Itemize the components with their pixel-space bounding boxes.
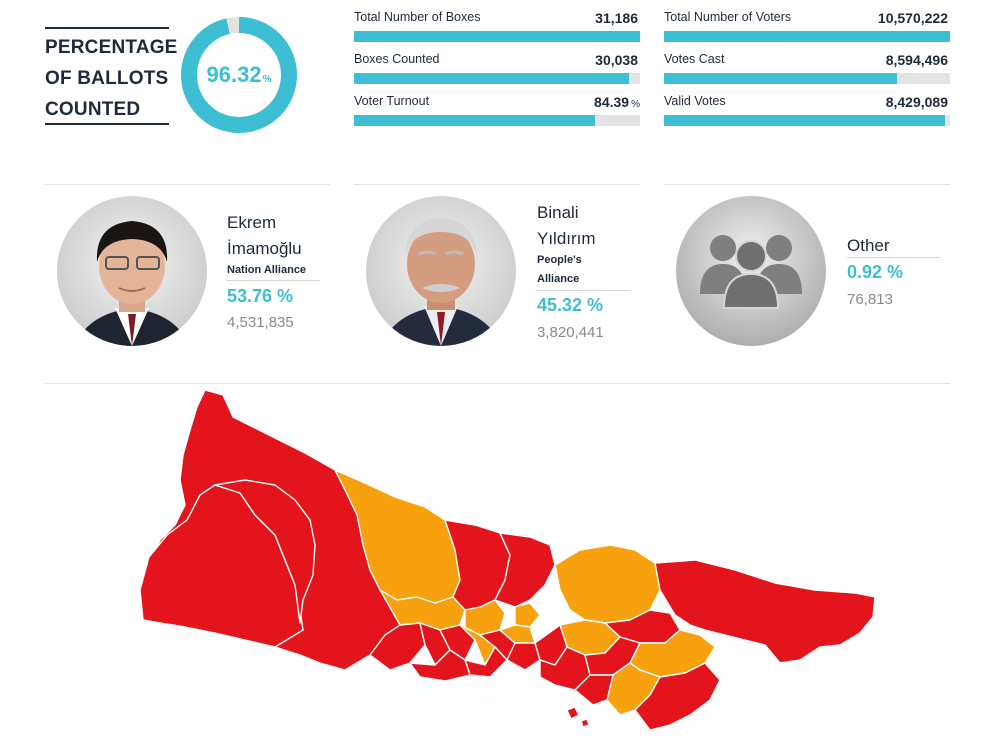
ballots-title-line: PERCENTAGE bbox=[45, 37, 178, 58]
stat-value: 10,570,222 bbox=[877, 10, 948, 26]
candidate-name: Ekrem bbox=[227, 213, 277, 232]
candidate-alliance: Nation Alliance bbox=[227, 264, 307, 276]
candidate-percent: 53.76 % bbox=[227, 286, 294, 306]
candidate-votes: 76,813 bbox=[847, 291, 893, 308]
candidate-percent: 45.32 % bbox=[537, 295, 604, 315]
candidate-name: İmamoğlu bbox=[227, 239, 302, 258]
stat-bar bbox=[354, 115, 640, 126]
istanbul-district-map bbox=[139, 389, 876, 731]
map-district bbox=[494, 532, 556, 608]
divider bbox=[664, 184, 950, 185]
map-district bbox=[654, 559, 876, 664]
candidate-divider bbox=[537, 290, 630, 291]
stat-label: Voter Turnout bbox=[354, 94, 430, 108]
map-district bbox=[554, 544, 661, 624]
stat-value: 84.39% bbox=[594, 94, 640, 110]
stat-bar-fill bbox=[664, 115, 945, 126]
candidate-name: Yıldırım bbox=[537, 229, 596, 248]
stat-bar-fill bbox=[354, 73, 630, 84]
stat-bar bbox=[354, 31, 640, 42]
binali-yildirim-portrait bbox=[366, 196, 516, 346]
stat-total-boxes: Total Number of Boxes 31,186 bbox=[354, 10, 640, 50]
stat-valid-votes: Valid Votes 8,429,089 bbox=[664, 94, 950, 134]
stat-bar-fill bbox=[354, 31, 640, 42]
candidate-divider bbox=[227, 280, 320, 281]
ballots-title-line: COUNTED bbox=[45, 99, 141, 120]
candidate-alliance: Alliance bbox=[537, 273, 580, 285]
divider bbox=[354, 184, 640, 185]
stat-bar bbox=[664, 115, 950, 126]
map-district bbox=[574, 674, 614, 706]
stat-value: 30,038 bbox=[595, 52, 638, 68]
ballots-title-line: OF BALLOTS bbox=[45, 68, 169, 89]
stat-bar bbox=[664, 31, 950, 42]
stat-bar-fill bbox=[664, 31, 950, 42]
map-district bbox=[409, 649, 471, 682]
ballots-counted-donut bbox=[181, 17, 297, 133]
stat-votes-cast: Votes Cast 8,594,496 bbox=[664, 52, 950, 92]
candidate-votes: 4,531,835 bbox=[227, 314, 294, 331]
map-island bbox=[566, 706, 580, 720]
map-island bbox=[580, 718, 590, 728]
divider bbox=[45, 184, 330, 185]
candidate-alliance: People's bbox=[537, 254, 582, 266]
candidate-divider bbox=[847, 257, 940, 258]
ekrem-imamoglu-portrait bbox=[57, 196, 207, 346]
ballots-counted-heading: PERCENTAGE OF BALLOTS COUNTED bbox=[45, 27, 178, 125]
divider bbox=[45, 383, 950, 384]
stat-bar-fill bbox=[354, 115, 596, 126]
map-district bbox=[634, 662, 721, 731]
stat-total-voters: Total Number of Voters 10,570,222 bbox=[664, 10, 950, 50]
people-group-icon bbox=[676, 196, 826, 346]
stat-label: Valid Votes bbox=[664, 94, 726, 108]
stat-value: 8,429,089 bbox=[885, 94, 948, 110]
stat-bar bbox=[664, 73, 950, 84]
stat-value: 8,594,496 bbox=[885, 52, 948, 68]
stat-bar bbox=[354, 73, 640, 84]
stat-bar-fill bbox=[664, 73, 897, 84]
stat-voter-turnout: Voter Turnout 84.39% bbox=[354, 94, 640, 134]
ballots-counted-value: 96.32 bbox=[206, 62, 262, 87]
stat-label: Boxes Counted bbox=[354, 52, 440, 66]
map-district bbox=[514, 602, 541, 628]
candidate-percent: 0.92 % bbox=[847, 262, 904, 282]
map-district bbox=[214, 479, 316, 624]
map-district bbox=[439, 624, 476, 661]
stat-boxes-counted: Boxes Counted 30,038 bbox=[354, 52, 640, 92]
stat-value: 31,186 bbox=[595, 10, 638, 26]
map-district bbox=[499, 624, 536, 644]
ballots-counted-unit: % bbox=[262, 73, 272, 85]
stat-label: Total Number of Voters bbox=[664, 10, 792, 24]
candidate-votes: 3,820,441 bbox=[537, 324, 604, 341]
candidate-name: Binali bbox=[537, 203, 579, 222]
candidate-name: Other bbox=[847, 236, 890, 255]
donut-label: 96.32 % bbox=[179, 15, 299, 135]
donut-progress-arc bbox=[181, 17, 297, 133]
stat-label: Votes Cast bbox=[664, 52, 725, 66]
map-district bbox=[506, 642, 541, 671]
stat-label: Total Number of Boxes bbox=[354, 10, 481, 24]
